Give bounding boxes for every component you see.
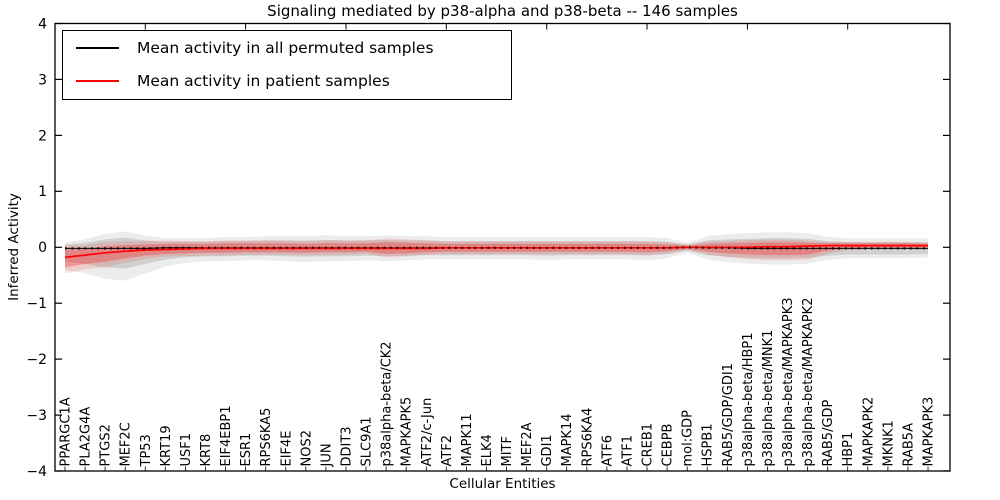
x-category-label: ATF2/c-Jun (420, 398, 435, 467)
x-category-label: MAPKAPK5 (400, 397, 415, 467)
y-tick-label: 3 (38, 72, 47, 88)
x-category-label: EIF4E (279, 430, 294, 466)
x-category-label: GDI1 (540, 434, 555, 466)
legend-item-permuted: Mean activity in all permuted samples (63, 31, 511, 64)
x-category-label: JUN (319, 443, 334, 467)
x-category-label: ATF2 (440, 435, 455, 467)
y-tick-label: −2 (26, 352, 47, 368)
x-category-label: ATF6 (600, 435, 615, 467)
x-category-label: KRT19 (159, 425, 174, 466)
legend-item-patient: Mean activity in patient samples (63, 64, 511, 97)
x-category-label: mol:GDP (681, 410, 696, 467)
x-category-label: p38alpha-beta/HBP1 (741, 332, 756, 466)
y-axis-label: Inferred Activity (6, 193, 22, 301)
x-category-label: MAPK11 (460, 413, 475, 466)
legend-label-patient: Mean activity in patient samples (137, 71, 390, 90)
x-category-label: HSPB1 (701, 423, 716, 466)
x-category-label: ESR1 (239, 433, 254, 467)
permuted-band-outer (65, 231, 928, 281)
y-tick-label: 4 (38, 16, 47, 32)
x-category-label: MITF (500, 436, 515, 466)
y-tick-label: −1 (26, 296, 47, 312)
x-category-label: MEF2C (119, 422, 134, 466)
x-category-label: MKNK1 (881, 420, 896, 466)
x-category-label: p38alpha-beta/CK2 (380, 341, 395, 466)
legend-line-permuted-swatch (76, 46, 119, 49)
x-category-label: RAB5/GDP (821, 399, 836, 466)
y-tick-label: 0 (38, 240, 47, 256)
x-category-label: KRT8 (199, 434, 214, 467)
x-category-label: RAB5/GDP/GDI1 (721, 363, 736, 466)
x-category-label: MAPK14 (560, 413, 575, 466)
chart-title: Signaling mediated by p38-alpha and p38-… (267, 2, 738, 20)
y-tick-label: −3 (26, 408, 47, 424)
x-category-label: RAB5A (901, 423, 916, 467)
x-category-label: MAPKAPK2 (861, 397, 876, 467)
x-category-label: RPS6KA5 (259, 408, 274, 467)
x-axis-label: Cellular Entities (449, 476, 556, 492)
x-category-label: HBP1 (841, 432, 856, 467)
x-category-label: CREB1 (641, 423, 656, 467)
permuted-band (65, 237, 928, 269)
x-category-label: ATF1 (621, 435, 636, 467)
x-category-label: PLA2G4A (79, 407, 94, 467)
x-category-label: p38alpha-beta/MNK1 (761, 330, 776, 467)
legend-label-permuted: Mean activity in all permuted samples (137, 38, 434, 57)
y-tick-label: 1 (38, 184, 47, 200)
x-category-label: p38alpha-beta/MAPKAPK3 (781, 298, 796, 467)
legend-line-patient-swatch (76, 79, 119, 82)
permuted-mean-markers (65, 246, 928, 250)
legend: Mean activity in all permuted samples Me… (62, 30, 512, 100)
y-tick-label: 2 (38, 128, 47, 144)
x-category-label: EIF4EBP1 (219, 405, 234, 466)
x-category-label: USF1 (179, 433, 194, 467)
x-category-label: TP53 (139, 434, 154, 467)
x-category-label: SLC9A1 (360, 416, 375, 466)
x-category-label: ELK4 (480, 434, 495, 466)
x-category-label: PPARGC1A (59, 397, 74, 466)
x-category-label: MAPKAPK3 (922, 397, 937, 467)
x-category-label: PTGS2 (99, 424, 114, 466)
x-category-label: MEF2A (520, 422, 535, 466)
y-tick-label: −4 (26, 464, 47, 480)
x-category-label: p38alpha-beta/MAPKAPK2 (801, 298, 816, 467)
x-category-label: DDIT3 (340, 426, 355, 466)
x-category-label: NOS2 (299, 430, 314, 466)
x-category-label: CEBPB (661, 424, 676, 467)
x-category-label: RPS6KA4 (580, 408, 595, 467)
